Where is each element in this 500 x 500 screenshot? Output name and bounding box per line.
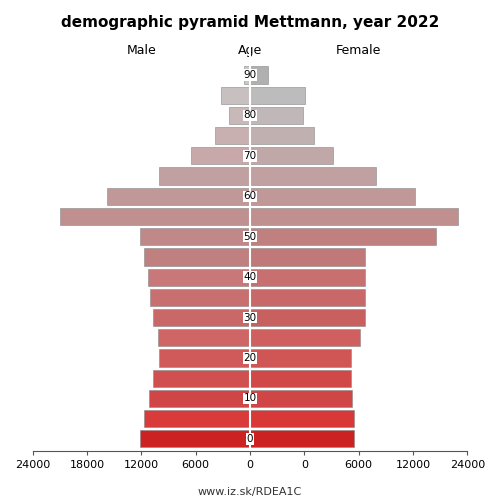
Text: www.iz.sk/RDEA1C: www.iz.sk/RDEA1C [198, 488, 302, 498]
Bar [148, 268, 250, 285]
Bar [250, 86, 305, 104]
Text: 40: 40 [244, 272, 256, 282]
Title: demographic pyramid Mettmann, year 2022: demographic pyramid Mettmann, year 2022 [61, 15, 439, 30]
Text: 70: 70 [244, 151, 256, 161]
Bar [229, 107, 250, 124]
Bar [158, 329, 250, 346]
Text: 30: 30 [244, 312, 256, 322]
Bar [250, 188, 415, 205]
Bar [250, 370, 352, 387]
Bar [250, 329, 360, 346]
Bar [144, 410, 250, 427]
Text: 0: 0 [246, 434, 253, 444]
Text: 20: 20 [244, 353, 256, 363]
Bar [221, 86, 250, 104]
Bar [140, 430, 250, 448]
Bar [250, 107, 302, 124]
Bar [214, 127, 250, 144]
Bar [107, 188, 250, 205]
Bar [250, 248, 365, 266]
Bar [144, 248, 250, 266]
Bar [150, 390, 250, 407]
Bar [250, 127, 314, 144]
Text: Age: Age [238, 44, 262, 57]
Bar [250, 148, 334, 164]
Text: Male: Male [126, 44, 156, 57]
Bar [244, 66, 250, 84]
Bar [250, 309, 365, 326]
Bar [153, 309, 250, 326]
Bar [140, 228, 250, 246]
Text: 90: 90 [244, 70, 256, 80]
Bar [60, 208, 250, 225]
Text: Female: Female [336, 44, 382, 57]
Bar [250, 289, 365, 306]
Bar [250, 390, 352, 407]
Bar [250, 410, 354, 427]
Bar [250, 350, 352, 366]
Bar [153, 370, 250, 387]
Bar [191, 148, 250, 164]
Text: 60: 60 [244, 192, 256, 202]
Bar [150, 289, 250, 306]
Bar [250, 66, 268, 84]
Bar [160, 168, 250, 184]
Bar [250, 430, 354, 448]
Bar [250, 208, 458, 225]
Text: 10: 10 [244, 394, 256, 404]
Bar [250, 228, 436, 246]
Bar [158, 350, 250, 366]
Text: 50: 50 [244, 232, 256, 241]
Bar [250, 268, 365, 285]
Bar [250, 168, 376, 184]
Text: 80: 80 [244, 110, 256, 120]
